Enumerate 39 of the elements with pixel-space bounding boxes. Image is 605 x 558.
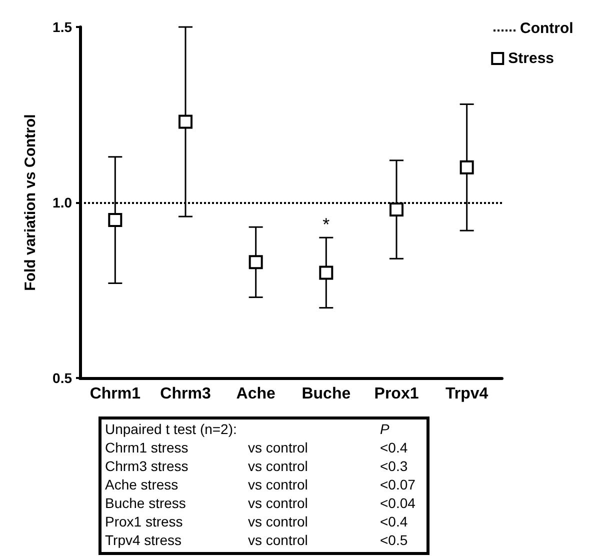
text: vs control [248, 440, 308, 456]
point [460, 160, 474, 174]
legend-label: Control [520, 20, 574, 37]
text: vs control [248, 458, 308, 474]
text: vs control [248, 532, 308, 548]
legend-label: Stress [508, 50, 554, 67]
text: Prox1 stress [105, 514, 183, 530]
point [178, 114, 192, 129]
text: Ache stress [105, 476, 178, 492]
x-tick-label: Trpv4 [445, 386, 488, 402]
text: Trpv4 stress [105, 532, 182, 548]
text: Unpaired t test (n=2): [105, 421, 237, 437]
x-tick-label: Buche [302, 386, 351, 402]
point [319, 266, 334, 280]
text: Buche stress [105, 495, 186, 511]
point [108, 213, 122, 228]
y-tick-label: 1.0 [52, 194, 72, 210]
data-label: * [322, 214, 330, 235]
text: <0.04 [380, 495, 416, 511]
text: <0.5 [380, 532, 408, 548]
text: vs control [248, 514, 308, 530]
text: <0.07 [380, 476, 416, 492]
text: Chrm3 stress [105, 458, 188, 474]
text: <0.3 [380, 458, 408, 474]
text: Chrm1 stress [105, 440, 188, 456]
x-tick-label: Prox1 [374, 386, 419, 402]
x-tick-label: Ache [236, 386, 276, 402]
text: P [380, 421, 390, 437]
text: vs control [248, 495, 308, 511]
y-tick-label: 0.5 [52, 370, 72, 386]
text: <0.4 [380, 440, 408, 456]
point [390, 202, 404, 217]
y-tick-label: 1.5 [52, 19, 72, 35]
y-axis-title: Fold variation vs Control [22, 114, 39, 291]
x-tick-label: Chrm3 [160, 386, 211, 402]
text: <0.4 [380, 514, 408, 530]
x-tick-label: Chrm1 [90, 386, 141, 402]
point [248, 255, 263, 270]
text: vs control [248, 476, 308, 492]
